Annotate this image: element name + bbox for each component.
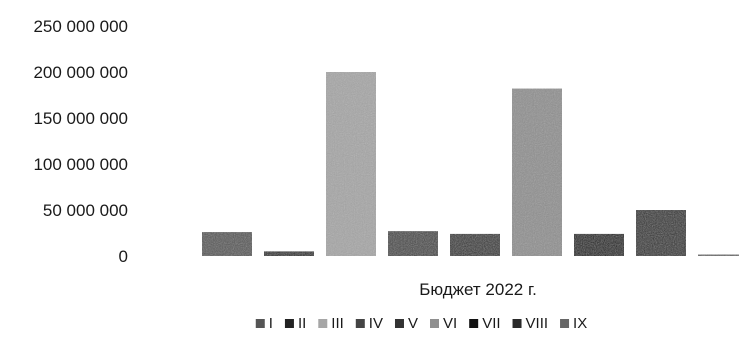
legend-item-VIII: VIII <box>512 315 549 332</box>
legend-item-II: II <box>284 315 306 332</box>
legend-label: III <box>331 315 344 332</box>
bar-V <box>450 233 500 256</box>
legend: I II III IV V VI VII VIII IX <box>255 315 587 332</box>
legend-swatch <box>560 319 570 328</box>
legend-item-V: V <box>394 315 418 332</box>
legend-item-VII: VII <box>469 315 501 332</box>
legend-label: I <box>269 315 273 332</box>
y-tick-label: 200 000 000 <box>33 63 128 82</box>
legend-label: V <box>408 315 418 332</box>
y-tick-label: 50 000 000 <box>43 201 128 220</box>
bar-III <box>326 72 376 256</box>
legend-label: VIII <box>526 315 549 332</box>
legend-item-I: I <box>255 315 273 332</box>
y-tick-label: 150 000 000 <box>33 109 128 128</box>
legend-swatch <box>255 319 265 328</box>
bar-VII <box>574 233 624 256</box>
legend-swatch <box>318 319 328 328</box>
legend-item-IX: IX <box>560 315 587 332</box>
legend-item-VI: VI <box>430 315 457 332</box>
bar-IX <box>698 254 739 256</box>
bar-VI <box>512 88 562 256</box>
bar-I <box>202 232 252 256</box>
legend-label: VI <box>443 315 457 332</box>
y-axis: 0 50 000 000 100 000 000 150 000 000 200 000… <box>33 17 128 266</box>
bars <box>202 72 739 256</box>
category-label: Бюджет 2022 г. <box>419 280 537 299</box>
y-tick-label: 100 000 000 <box>33 155 128 174</box>
legend-label: II <box>298 315 306 332</box>
legend-swatch <box>284 319 294 328</box>
legend-swatch <box>430 319 439 328</box>
legend-item-IV: IV <box>355 315 383 332</box>
bar-IV <box>388 231 438 256</box>
legend-label: IV <box>369 315 383 332</box>
bar-VIII <box>636 210 686 256</box>
legend-swatch <box>512 319 522 328</box>
y-tick-label: 0 <box>119 247 128 266</box>
legend-item-III: III <box>318 315 344 332</box>
legend-label: VII <box>482 315 500 332</box>
y-tick-label: 250 000 000 <box>33 17 128 36</box>
legend-swatch <box>394 319 404 328</box>
legend-swatch <box>355 319 365 328</box>
bar-II <box>264 251 314 256</box>
legend-label: IX <box>573 315 587 332</box>
legend-swatch <box>469 319 479 328</box>
